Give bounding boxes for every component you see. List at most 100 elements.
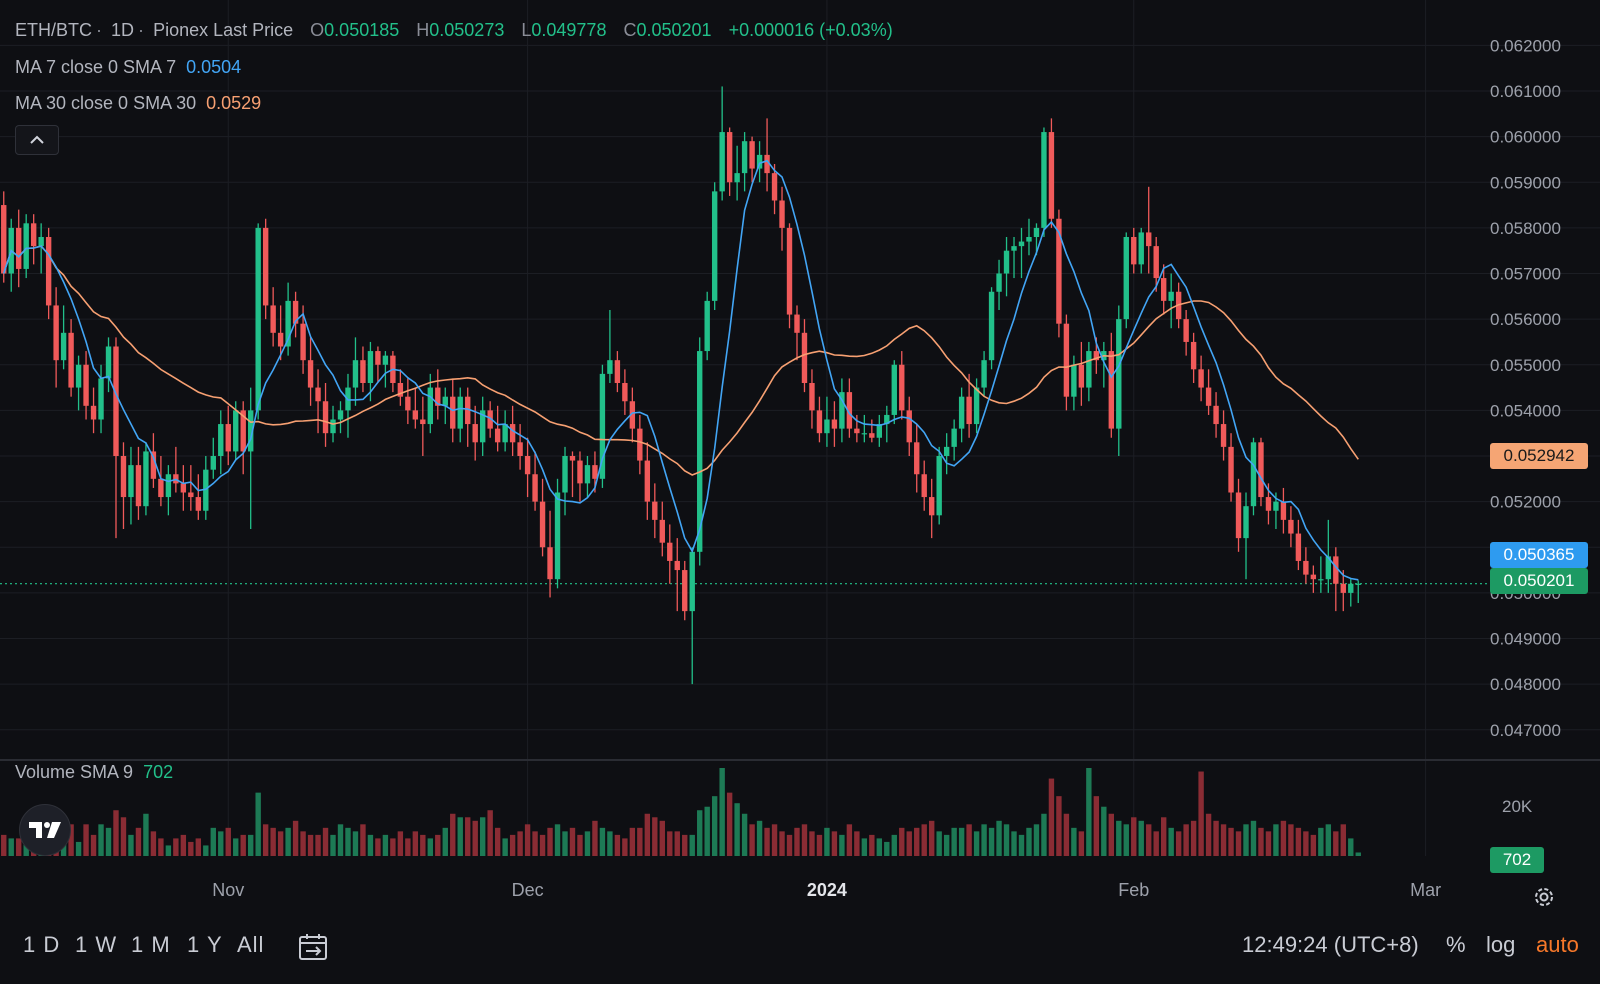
volume-bar: [891, 834, 897, 856]
volume-bar: [180, 834, 187, 856]
candlesticks: [1, 86, 1361, 685]
volume-legend[interactable]: Volume SMA 9 702: [15, 762, 177, 783]
volume-bar: [764, 827, 770, 856]
log-toggle[interactable]: log: [1486, 932, 1516, 957]
candle-body: [682, 570, 688, 612]
candle-body: [891, 364, 897, 415]
volume-bar: [1153, 831, 1159, 856]
date-range-icon[interactable]: [297, 932, 329, 962]
candle-body: [756, 154, 763, 169]
low-value: 0.049778: [531, 20, 607, 40]
volume-bar: [405, 838, 411, 856]
volume-bar: [1198, 771, 1204, 856]
range-1y-button[interactable]: 1 Y: [187, 932, 223, 957]
clock-time[interactable]: 12:49:24 (UTC+8): [1242, 932, 1419, 957]
range-1d-button[interactable]: 1 D: [23, 932, 61, 957]
candle-body: [1160, 278, 1167, 301]
price-tick-label: 0.047000: [1490, 721, 1561, 740]
volume-bar: [1258, 827, 1264, 856]
candle-body: [277, 332, 284, 347]
volume-bar: [1056, 796, 1062, 856]
volume-bar: [315, 834, 321, 856]
candle-body: [98, 378, 104, 420]
candle-body: [150, 451, 157, 479]
volume-bar: [1071, 827, 1077, 856]
volume-bar: [427, 838, 433, 856]
volume-bar: [352, 831, 359, 856]
settings-gear-icon[interactable]: [1532, 885, 1556, 909]
candle-body: [472, 424, 478, 443]
range-all-button[interactable]: All: [237, 932, 265, 957]
collapse-legend-button[interactable]: [15, 125, 59, 155]
candle-body: [1056, 218, 1062, 324]
ma7-label: MA 7 close 0 SMA 7: [15, 57, 177, 77]
price-tick-label: 0.048000: [1490, 675, 1561, 694]
candle-body: [689, 551, 695, 612]
candle-body: [771, 173, 778, 201]
volume-bar: [532, 831, 538, 856]
candle-body: [831, 419, 838, 429]
close-value: 0.050201: [636, 20, 712, 40]
candle-body: [539, 501, 546, 548]
ma7-legend[interactable]: MA 7 close 0 SMA 7 0.0504: [15, 57, 245, 78]
candle-body: [427, 387, 433, 425]
volume-bar: [981, 824, 987, 856]
candle-body: [749, 141, 755, 169]
volume-bar: [300, 831, 306, 856]
ma30-legend[interactable]: MA 30 close 0 SMA 30 0.0529: [15, 93, 265, 114]
candle-body: [1123, 237, 1129, 320]
candle-body: [233, 410, 239, 452]
volume-bar: [876, 838, 883, 856]
candle-body: [1220, 424, 1227, 447]
candle-body: [524, 456, 531, 475]
candle-body: [1288, 519, 1294, 534]
candle-body: [824, 419, 830, 434]
candle-body: [435, 387, 441, 406]
volume-bar: [1235, 831, 1242, 856]
bottom-toolbar: 1 D 1 W 1 M 1 Y All 12:49:24 (UTC+8) % l…: [0, 922, 1600, 972]
tradingview-logo[interactable]: [19, 804, 71, 856]
candle-body: [1243, 506, 1249, 539]
time-tick-label: Nov: [212, 880, 244, 900]
candle-body: [929, 497, 935, 516]
volume-bar: [150, 831, 157, 856]
candle-body: [502, 424, 508, 443]
candle-body: [128, 465, 134, 498]
auto-toggle[interactable]: auto: [1536, 932, 1579, 957]
candle-body: [1093, 351, 1100, 361]
percent-toggle[interactable]: %: [1446, 932, 1466, 957]
volume-bar: [719, 768, 725, 856]
candle-body: [577, 460, 583, 484]
candle-body: [726, 132, 733, 183]
volume-bar: [1190, 820, 1197, 856]
volume-bar: [1123, 824, 1129, 856]
volume-bar: [270, 827, 276, 856]
volume-bar: [1250, 820, 1257, 856]
candle-body: [921, 474, 927, 498]
candle-body: [1198, 369, 1204, 388]
range-1w-button[interactable]: 1 W: [75, 932, 118, 957]
volume-bar: [248, 834, 254, 856]
volume-bar: [435, 834, 441, 856]
volume-bar: [173, 838, 179, 856]
ma30-price-tag: 0.052942: [1490, 443, 1588, 469]
volume-bar: [479, 817, 486, 856]
volume-bar: [869, 834, 875, 856]
candle-body: [135, 465, 142, 507]
volume-bar: [322, 827, 329, 856]
range-1m-button[interactable]: 1 M: [131, 932, 171, 957]
candle-body: [248, 410, 254, 452]
candle-body: [45, 237, 52, 306]
price-tick-label: 0.058000: [1490, 219, 1561, 238]
candle-body: [622, 383, 628, 402]
volume-bar: [1041, 813, 1047, 856]
candle-body: [1138, 232, 1144, 265]
candle-body: [1041, 132, 1047, 228]
volume-bar: [704, 806, 710, 856]
candle-body: [599, 373, 606, 479]
candle-body: [307, 360, 314, 388]
candle-body: [120, 456, 127, 498]
candle-body: [741, 141, 748, 174]
volume-bar: [779, 831, 785, 856]
